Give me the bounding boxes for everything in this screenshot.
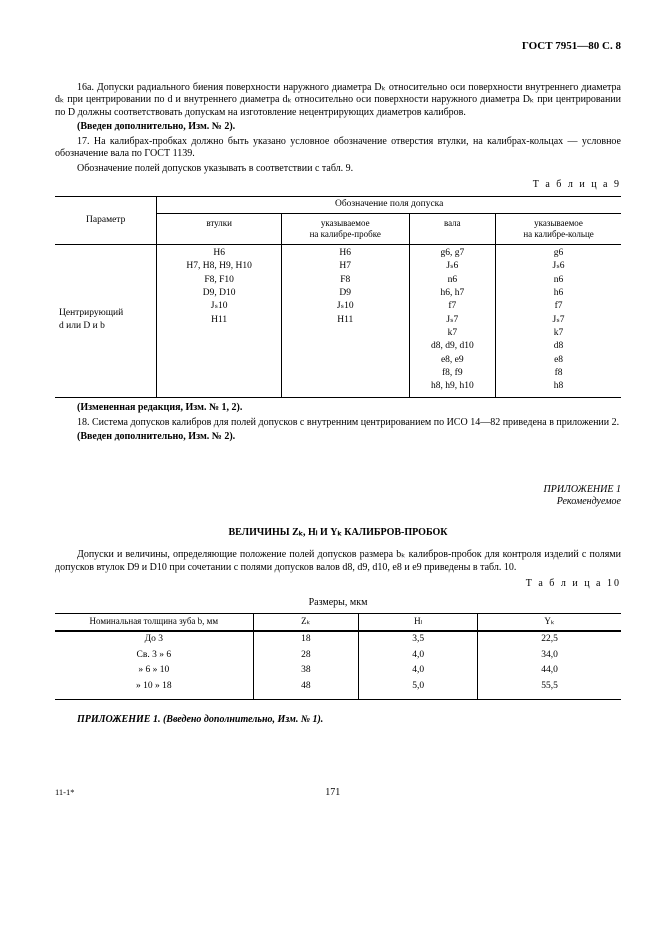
added-note-1: (Введен дополнительно, Изм. № 2). [55, 121, 621, 134]
page-number: 171 [75, 787, 591, 800]
t10-data-cell: 4,0 [359, 648, 478, 664]
t10-data-cell: 55,5 [478, 679, 621, 699]
paragraph-17: 17. На калибрах-пробках должно быть указ… [55, 136, 621, 161]
sizes-label: Размеры, мкм [55, 597, 621, 610]
t10-data-cell: 18 [253, 631, 359, 648]
t10-data-cell: 38 [253, 663, 359, 679]
t9-group-header: Обозначение поля допуска [157, 196, 621, 213]
document-header: ГОСТ 7951—80 С. 8 [55, 40, 621, 54]
t9-param-cell: Центрирующийd или D и b [55, 245, 157, 398]
table9-label: Т а б л и ц а 9 [55, 179, 621, 192]
t10-col-header: Zₖ [253, 614, 359, 631]
t9-col-header: указываемоена калибре-кольце [496, 213, 621, 245]
t9-col-header: втулки [157, 213, 282, 245]
t10-data-cell: » 10 » 18 [55, 679, 253, 699]
changed-note: (Измененная редакция, Изм. № 1, 2). [55, 402, 621, 415]
table-9: Параметр Обозначение поля допуска втулки… [55, 196, 621, 399]
t10-data-cell: 5,0 [359, 679, 478, 699]
table-10: Номинальная толщина зуба b, ммZₖHₗYₖ До … [55, 613, 621, 700]
t10-data-cell: 4,0 [359, 663, 478, 679]
t10-data-cell: До 3 [55, 631, 253, 648]
t9-col-header: указываемоена калибре-пробке [281, 213, 409, 245]
paragraph-17b: Обозначение полей допусков указывать в с… [55, 163, 621, 176]
t10-col-header: Yₖ [478, 614, 621, 631]
values-title: ВЕЛИЧИНЫ Zₖ, Hₗ И Yₖ КАЛИБРОВ-ПРОБОК [55, 527, 621, 540]
t9-param-header: Параметр [55, 196, 157, 244]
t9-data-cell: g6, g7Jₛ6n6h6, h7f7Jₛ7k7d8, d9, d10e8, e… [409, 245, 496, 398]
t10-data-cell: 48 [253, 679, 359, 699]
t9-col-header: вала [409, 213, 496, 245]
table10-label: Т а б л и ц а 10 [55, 578, 621, 591]
t10-data-cell: 3,5 [359, 631, 478, 648]
t10-data-cell: 44,0 [478, 663, 621, 679]
appendix-footer: ПРИЛОЖЕНИЕ 1. (Введено дополнительно, Из… [55, 714, 621, 727]
t10-col-header: Hₗ [359, 614, 478, 631]
appendix-title: ПРИЛОЖЕНИЕ 1 [55, 484, 621, 497]
added-note-2: (Введен дополнительно, Изм. № 2). [55, 431, 621, 444]
appendix-block: ПРИЛОЖЕНИЕ 1 Рекомендуемое [55, 484, 621, 509]
t10-col-header: Номинальная толщина зуба b, мм [55, 614, 253, 631]
appendix-subtitle: Рекомендуемое [55, 496, 621, 509]
t10-data-cell: 22,5 [478, 631, 621, 648]
t10-data-cell: 34,0 [478, 648, 621, 664]
t10-data-cell: Св. 3 » 6 [55, 648, 253, 664]
paragraph-16a: 16а. Допуски радиального биения поверхно… [55, 82, 621, 120]
paragraph-18: 18. Система допусков калибров для полей … [55, 417, 621, 430]
footer-left: 11-1* [55, 787, 75, 800]
t9-data-cell: H6H7F8D9Jₛ10H11 [281, 245, 409, 398]
t9-data-cell: H6H7, H8, H9, H10F8, F10D9, D10Jₛ10H11 [157, 245, 282, 398]
paragraph-appendix: Допуски и величины, определяющие положен… [55, 549, 621, 574]
t10-data-cell: 28 [253, 648, 359, 664]
t9-data-cell: g6Jₛ6n6h6f7Jₛ7k7d8e8f8h8 [496, 245, 621, 398]
t10-data-cell: » 6 » 10 [55, 663, 253, 679]
page-footer: 11-1* 171 [55, 787, 621, 800]
